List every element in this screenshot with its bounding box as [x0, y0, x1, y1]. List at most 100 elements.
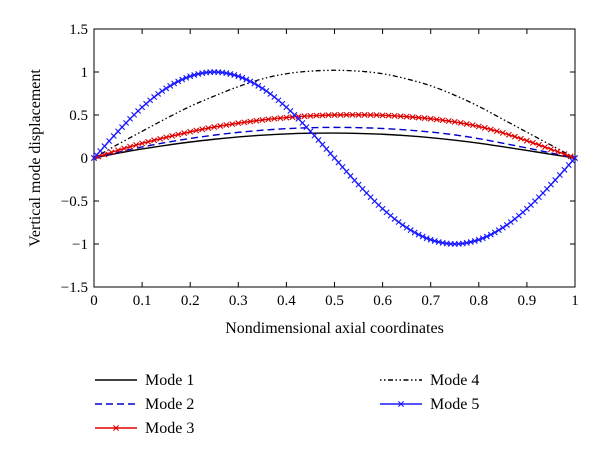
data-point-marker [427, 115, 434, 122]
legend-label: Mode 4 [430, 372, 479, 389]
legend-label: Mode 3 [145, 420, 194, 437]
legend-label: Mode 5 [430, 396, 479, 413]
data-point-marker [499, 224, 506, 231]
data-point-marker [397, 113, 404, 120]
data-point-marker [475, 123, 482, 130]
series-layer [91, 69, 578, 247]
data-point-marker [235, 120, 242, 127]
data-point-marker [367, 112, 374, 118]
data-point-marker [145, 138, 152, 145]
data-point-marker [457, 119, 464, 126]
data-point-marker [411, 229, 418, 236]
data-point-marker [493, 128, 500, 135]
data-point-marker [139, 140, 146, 147]
data-point-marker [554, 148, 561, 155]
legend-marker [113, 425, 119, 431]
data-point-marker [157, 135, 164, 142]
data-point-marker [471, 237, 478, 244]
x-tick-label: 0.2 [181, 293, 200, 309]
legend-item-mode-2: Mode 2 [95, 396, 194, 413]
x-tick-label: 0.9 [518, 293, 537, 309]
axis-ticks [93, 28, 576, 288]
y-tick-label: −0.5 [61, 194, 88, 210]
x-tick-label: 0.5 [325, 293, 344, 309]
data-point-marker [183, 74, 190, 81]
x-tick-label: 0.3 [229, 293, 248, 309]
data-point-marker [379, 112, 386, 119]
data-point-marker [253, 117, 260, 124]
data-point-marker [247, 118, 254, 125]
data-point-marker [223, 122, 230, 128]
data-point-marker [567, 153, 574, 160]
data-point-marker [181, 130, 188, 137]
data-point-marker [373, 112, 380, 119]
data-point-marker [199, 126, 206, 133]
series-line-mode-2 [93, 126, 576, 159]
series-line-mode-1 [93, 132, 576, 159]
data-point-marker [115, 147, 122, 154]
x-tick-label: 0.7 [421, 293, 440, 309]
series-mode-5 [91, 69, 578, 247]
tick-labels: 0 0.1 0.2 0.3 0.4 0.5 0.6 0.7 0.8 0.9 1 −1.5 −1 −0.5 0… [61, 22, 579, 309]
data-point-marker [343, 111, 350, 118]
data-point-marker [403, 113, 410, 120]
data-point-marker [193, 127, 200, 134]
legend-item-mode-1: Mode 1 [95, 372, 194, 389]
data-point-marker [395, 219, 402, 226]
data-point-marker [271, 115, 278, 122]
data-point-marker [106, 138, 113, 145]
data-point-marker [251, 80, 258, 87]
data-point-marker [491, 229, 498, 236]
data-point-marker [175, 78, 182, 85]
data-point-marker [127, 143, 134, 150]
data-point-marker [445, 117, 452, 124]
legend-item-mode-3: Mode 3 [95, 420, 194, 437]
data-point-marker [319, 112, 326, 119]
data-point-marker [556, 171, 563, 178]
data-point-marker [163, 134, 170, 141]
data-point-marker [235, 73, 242, 80]
legend-label: Mode 2 [145, 396, 194, 413]
data-point-marker [523, 137, 530, 144]
data-point-marker [243, 76, 250, 83]
data-point-marker [159, 88, 166, 95]
data-point-marker [433, 116, 440, 123]
data-point-marker [552, 177, 559, 184]
data-point-marker [403, 224, 410, 231]
data-point-marker [391, 112, 398, 119]
data-point-marker [517, 135, 524, 142]
x-tick-label: 0 [90, 293, 98, 309]
data-point-marker [175, 131, 182, 138]
data-point-marker [535, 141, 542, 148]
data-point-marker [451, 118, 458, 125]
data-point-marker [187, 73, 194, 80]
x-axis-title: Nondimensional axial coordinates [225, 320, 444, 337]
x-tick-label: 0.4 [277, 293, 296, 309]
data-point-marker [385, 112, 392, 119]
data-point-marker [313, 112, 320, 119]
series-line-mode-4 [93, 69, 576, 159]
y-axis-title: Vertical mode displacement [27, 69, 44, 247]
data-point-marker [469, 122, 476, 129]
data-point-marker [295, 113, 302, 120]
data-point-marker [277, 115, 284, 122]
data-point-marker [361, 111, 368, 118]
data-point-marker [409, 114, 416, 121]
data-point-marker [415, 114, 422, 121]
data-point-marker [481, 124, 488, 131]
data-point-marker [503, 221, 510, 228]
data-point-marker [167, 82, 174, 89]
data-point-marker [97, 148, 104, 154]
series-mode-2 [93, 126, 576, 159]
data-point-marker [283, 114, 290, 121]
data-point-marker [419, 233, 426, 240]
data-point-marker [155, 90, 162, 97]
data-point-marker [211, 124, 218, 131]
data-point-marker [259, 116, 266, 123]
data-point-marker [239, 74, 246, 81]
data-point-marker [487, 231, 494, 238]
data-point-marker [241, 119, 248, 126]
data-point-marker [101, 143, 108, 150]
data-point-marker [108, 149, 115, 156]
data-point-marker [163, 85, 170, 92]
